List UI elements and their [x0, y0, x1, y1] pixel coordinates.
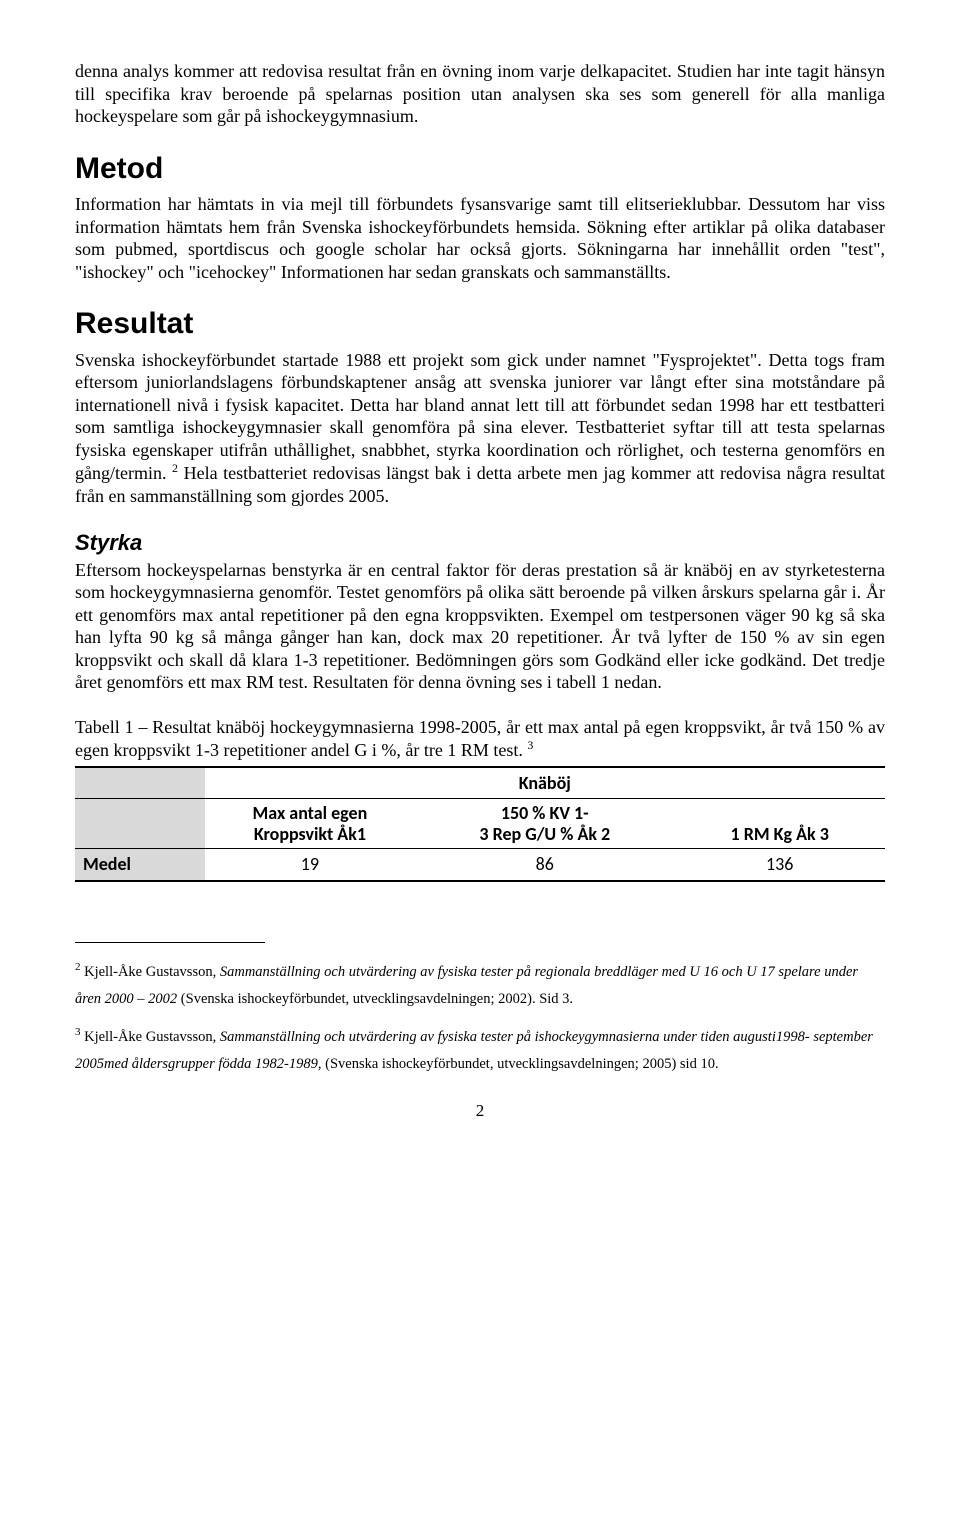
page-number: 2 [75, 1100, 885, 1121]
heading-metod: Metod [75, 150, 885, 188]
styrka-paragraph: Eftersom hockeyspelarnas benstyrka är en… [75, 559, 885, 694]
col-header-3: 1 RM Kg Åk 3 [674, 799, 885, 849]
table-title: Knäböj [205, 767, 885, 799]
table-header-row: Max antal egen Kroppsvikt Åk1 150 % KV 1… [75, 799, 885, 849]
row-label: Medel [75, 849, 205, 881]
cell-v2: 86 [415, 849, 674, 881]
table-caption: Tabell 1 – Resultat knäböj hockeygymnasi… [75, 716, 885, 762]
heading-resultat: Resultat [75, 305, 885, 343]
footnote-separator [75, 942, 265, 943]
footnote-2: 2 Kjell-Åke Gustavsson, Sammanställning … [75, 957, 885, 1012]
resultat-paragraph: Svenska ishockeyförbundet startade 1988 … [75, 349, 885, 508]
metod-paragraph: Information har hämtats in via mejl till… [75, 193, 885, 283]
cell-v1: 19 [205, 849, 416, 881]
footnote-3: 3 Kjell-Åke Gustavsson, Sammanställning … [75, 1022, 885, 1077]
heading-styrka: Styrka [75, 529, 885, 557]
knaboj-table: Knäböj Max antal egen Kroppsvikt Åk1 150… [75, 766, 885, 882]
cell-v3: 136 [674, 849, 885, 881]
col-header-2: 150 % KV 1- 3 Rep G/U % Åk 2 [415, 799, 674, 849]
col-header-1: Max antal egen Kroppsvikt Åk1 [205, 799, 416, 849]
intro-paragraph: denna analys kommer att redovisa resulta… [75, 60, 885, 128]
table-title-row: Knäböj [75, 767, 885, 799]
table-row: Medel 19 86 136 [75, 849, 885, 881]
